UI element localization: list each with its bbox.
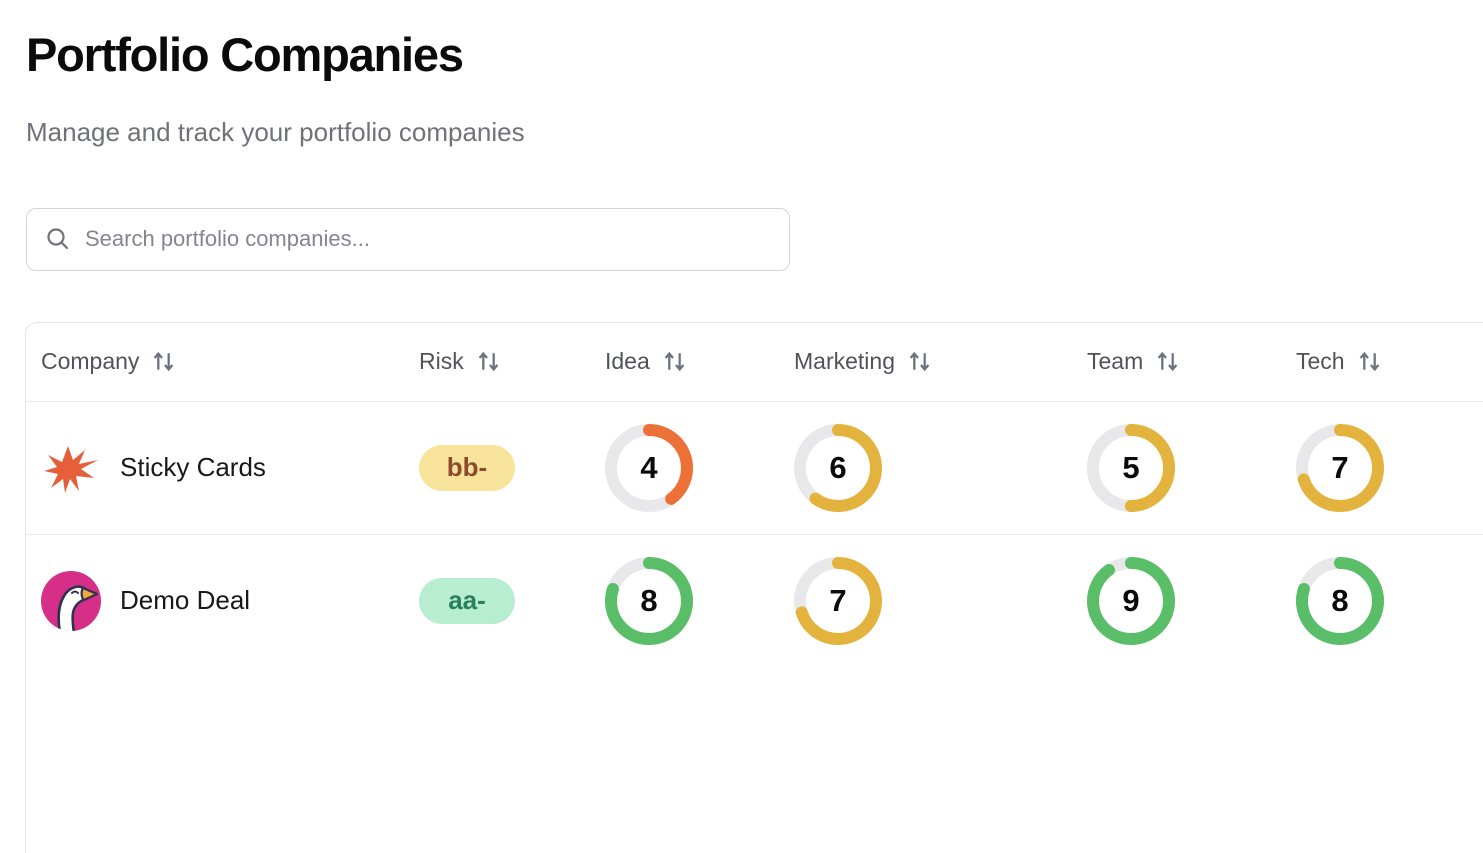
score-value: 9	[1122, 582, 1140, 618]
portfolio-table: Company Risk Idea Marketing	[25, 321, 1483, 853]
search-box	[26, 207, 790, 271]
column-header-idea[interactable]: Idea	[605, 348, 794, 375]
table-row-sticky-cards[interactable]: Sticky Cards bb- 4 6	[26, 400, 1483, 534]
page-subtitle: Manage and track your portfolio companie…	[26, 117, 525, 148]
score-cell-idea: 8	[605, 556, 794, 645]
score-cell-idea: 4	[605, 423, 794, 512]
score-ring: 7	[1296, 423, 1384, 512]
sort-updown-icon	[1157, 352, 1178, 372]
company-name: Sticky Cards	[120, 452, 266, 483]
sort-updown-icon	[1359, 352, 1379, 372]
column-header-label: Team	[1087, 348, 1144, 375]
company-name: Demo Deal	[120, 585, 251, 616]
score-cell-marketing: 6	[794, 423, 1087, 512]
score-value: 8	[1331, 582, 1349, 618]
score-ring: 9	[1087, 556, 1175, 645]
column-header-label: Company	[41, 348, 140, 375]
risk-badge: bb-	[419, 444, 515, 491]
score-value: 4	[640, 449, 658, 485]
page-title: Portfolio Companies	[26, 28, 464, 81]
score-ring: 6	[794, 423, 882, 512]
sort-updown-icon	[664, 352, 685, 372]
column-header-company[interactable]: Company	[41, 348, 419, 375]
score-cell-team: 9	[1087, 556, 1296, 645]
company-cell: Demo Deal	[41, 570, 419, 631]
sort-updown-icon	[154, 352, 174, 372]
score-value: 8	[640, 582, 658, 618]
splat-icon	[44, 445, 98, 493]
score-cell-team: 5	[1087, 423, 1296, 512]
column-header-tech[interactable]: Tech	[1296, 348, 1483, 375]
sort-updown-icon	[909, 352, 930, 372]
column-header-label: Idea	[605, 348, 650, 375]
column-header-label: Tech	[1296, 348, 1345, 375]
score-ring: 5	[1087, 423, 1175, 512]
risk-badge: aa-	[419, 577, 515, 624]
score-cell-marketing: 7	[794, 556, 1087, 645]
company-cell: Sticky Cards	[41, 438, 419, 498]
score-ring: 7	[794, 556, 882, 645]
goose-icon	[41, 570, 101, 631]
column-header-label: Risk	[419, 348, 464, 375]
column-header-team[interactable]: Team	[1087, 348, 1296, 375]
score-value: 7	[829, 582, 847, 618]
score-cell-tech: 8	[1296, 556, 1483, 645]
search-input[interactable]	[85, 226, 771, 253]
column-header-risk[interactable]: Risk	[419, 348, 605, 375]
score-ring: 8	[1296, 556, 1384, 645]
sort-updown-icon	[478, 352, 499, 372]
score-cell-tech: 7	[1296, 423, 1483, 512]
column-header-label: Marketing	[794, 348, 895, 375]
risk-cell: aa-	[419, 577, 605, 624]
search-icon	[47, 228, 69, 250]
risk-cell: bb-	[419, 444, 605, 491]
table-row-demo-deal[interactable]: Demo Deal aa- 8 7	[26, 533, 1483, 667]
score-ring: 4	[605, 423, 693, 512]
score-value: 6	[829, 449, 847, 485]
score-value: 7	[1331, 449, 1349, 485]
score-ring: 8	[605, 556, 693, 645]
score-value: 5	[1122, 449, 1140, 485]
table-header-row: Company Risk Idea Marketing	[26, 323, 1483, 401]
column-header-marketing[interactable]: Marketing	[794, 348, 1087, 375]
